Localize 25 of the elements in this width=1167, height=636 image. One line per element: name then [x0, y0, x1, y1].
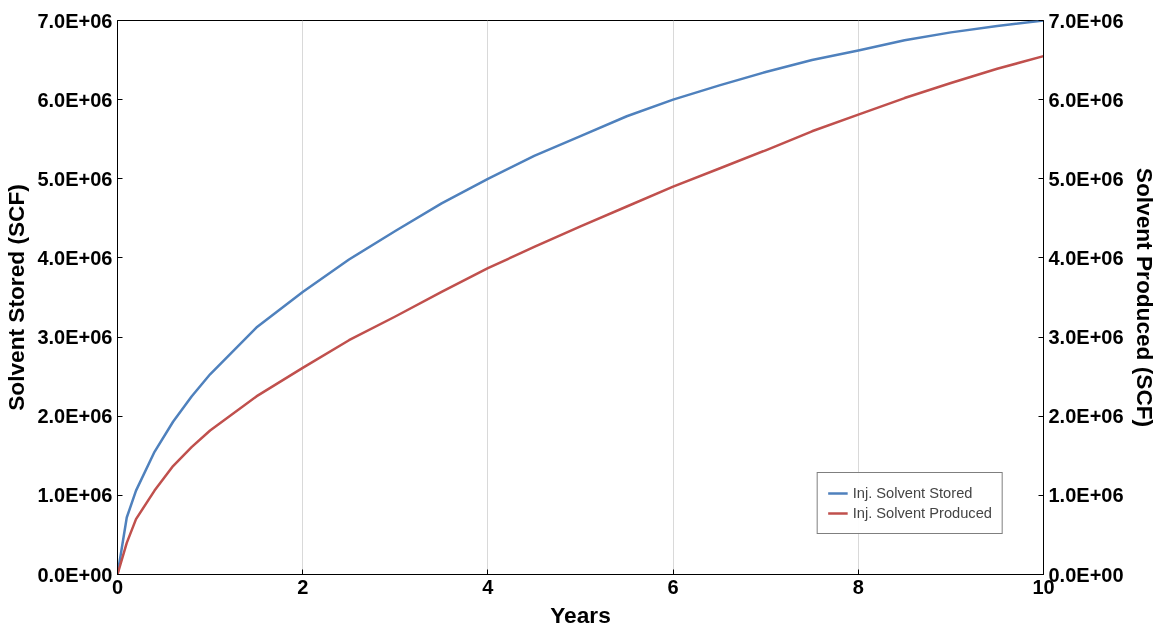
y-tick-label: 6.0E+06 [37, 88, 113, 111]
y2-tick-label: 4.0E+06 [1048, 246, 1124, 269]
x-tick-label: 4 [482, 575, 495, 598]
y-tick-label: 0.0E+00 [37, 563, 113, 586]
y-tick-label: 2.0E+06 [37, 405, 113, 428]
y-tick-label: 3.0E+06 [37, 326, 113, 349]
y-axis-title: Solvent Stored (SCF) [3, 184, 30, 411]
y-tick-label: 5.0E+06 [37, 167, 113, 190]
y-tick-label: 1.0E+06 [37, 484, 113, 507]
x-tick-label: 6 [667, 575, 679, 598]
y2-axis-title: Solvent Produced (SCF) [1131, 167, 1158, 428]
y2-tick-label: 7.0E+06 [1048, 9, 1124, 32]
x-tick-label: 2 [297, 575, 309, 598]
legend-label: Inj. Solvent Stored [852, 485, 973, 501]
y2-tick-label: 2.0E+06 [1048, 405, 1124, 428]
x-axis-title: Years [550, 601, 611, 628]
y-tick-label: 4.0E+06 [37, 246, 113, 269]
x-tick-label: 0 [111, 575, 124, 598]
x-tick-label: 8 [852, 575, 864, 598]
y-tick-label: 7.0E+06 [37, 9, 113, 32]
y2-tick-label: 6.0E+06 [1048, 88, 1124, 111]
y2-tick-label: 1.0E+06 [1048, 484, 1124, 507]
y2-tick-label: 3.0E+06 [1048, 326, 1124, 349]
legend-label: Inj. Solvent Produced [852, 505, 992, 521]
y2-tick-label: 5.0E+06 [1048, 167, 1124, 190]
